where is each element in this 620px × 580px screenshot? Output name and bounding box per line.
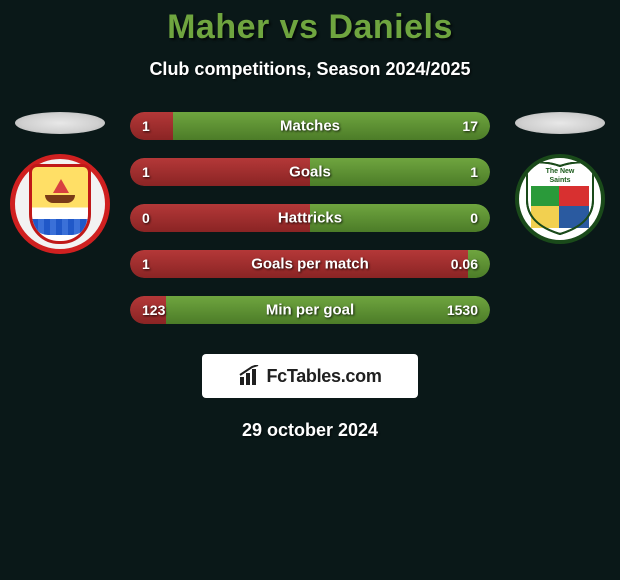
left-crest-shield: the Nomads	[29, 164, 91, 244]
left-platform	[15, 112, 105, 134]
bar-label: Hattricks	[278, 210, 342, 227]
bar-label: Min per goal	[266, 302, 354, 319]
comparison-row: the Nomads 117Matches11Goals00Hattricks1…	[0, 112, 620, 324]
bar-value-right: 1530	[447, 302, 478, 318]
bar-value-left: 1	[142, 256, 150, 272]
bar-label: Matches	[280, 118, 340, 135]
right-team-col: The New Saints	[500, 112, 620, 244]
stat-bar: 0 0 Hattricks	[130, 204, 490, 232]
bar-fill-right	[310, 158, 490, 186]
stat-bar: 1 0.06 Goals per match	[130, 250, 490, 278]
right-platform	[515, 112, 605, 134]
bar-chart-icon	[238, 365, 262, 387]
right-team-crest: The New Saints	[515, 154, 605, 244]
bar-value-left: 1	[142, 164, 150, 180]
bar-value-right: 0	[470, 210, 478, 226]
svg-text:Saints: Saints	[549, 177, 570, 184]
right-crest-text: The New	[546, 168, 575, 175]
stat-bar: 1 1 Goals	[130, 158, 490, 186]
bar-fill-left	[130, 112, 173, 140]
boat-icon	[43, 179, 77, 203]
bar-value-left: 0	[142, 210, 150, 226]
footer-brand-badge[interactable]: FcTables.com	[202, 354, 418, 398]
bar-value-left: 1	[142, 118, 150, 134]
bar-label: Goals per match	[251, 256, 369, 273]
date-text: 29 october 2024	[0, 420, 620, 441]
bar-value-right: 0.06	[451, 256, 478, 272]
stat-bar: 1 17 Matches	[130, 112, 490, 140]
left-team-col: the Nomads	[0, 112, 120, 254]
page-title: Maher vs Daniels	[0, 8, 620, 47]
bar-value-right: 17	[462, 118, 478, 134]
stat-bars: 1 17 Matches 1 1 Goals 0 0 Hattricks 1 0.06 Goals p…	[130, 112, 490, 324]
waves-icon	[32, 219, 88, 235]
bar-value-left: 123	[142, 302, 165, 318]
bar-value-right: 1	[470, 164, 478, 180]
subtitle: Club competitions, Season 2024/2025	[0, 59, 620, 80]
left-team-crest: the Nomads	[10, 154, 110, 254]
bar-fill-left	[130, 158, 310, 186]
right-crest-shield-icon: The New Saints	[523, 162, 597, 236]
stat-bar: 123 1530 Min per goal	[130, 296, 490, 324]
footer-brand-text: FcTables.com	[266, 366, 381, 387]
bar-label: Goals	[289, 164, 331, 181]
